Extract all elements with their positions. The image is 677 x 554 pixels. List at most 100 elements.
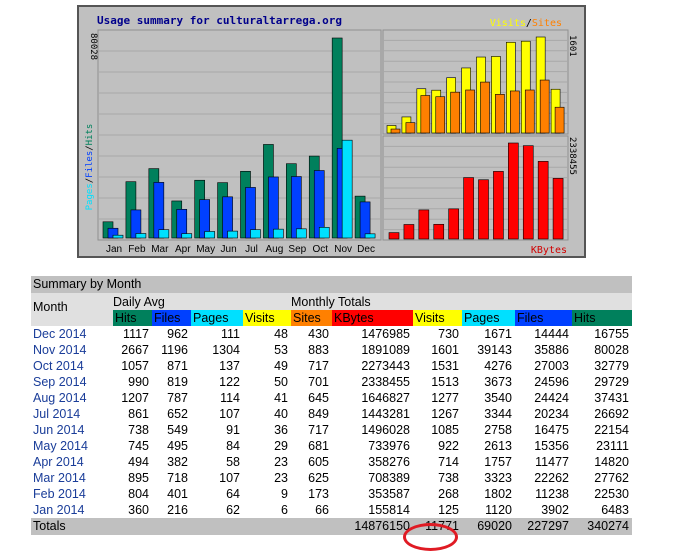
cell-hits: 861 [128, 407, 149, 421]
legend-part-1: / [526, 18, 532, 29]
cell-hits: 6483 [601, 503, 629, 517]
cell-pages: 3673 [484, 375, 512, 389]
cell-visits: 268 [438, 487, 459, 501]
cell-kbytes: 1496028 [361, 423, 410, 437]
bar-pages-oct [318, 227, 330, 239]
month-link[interactable]: Jan 2014 [33, 503, 85, 517]
cell-pages: 3540 [484, 391, 512, 405]
bar-sites-mar [420, 95, 431, 134]
table-row: May 2014 745 495 84 29 681 733976 922 2613 15356 2… [31, 438, 632, 454]
monthly-totals-header: Monthly Totals [291, 295, 371, 309]
month-label-jun: Jun [221, 244, 237, 255]
cell-kbytes: 1443281 [361, 407, 410, 421]
bar-pages-mar [158, 229, 170, 239]
col-header-kbytes-5: KBytes [332, 310, 413, 326]
cell-files: 24424 [534, 391, 569, 405]
month-link[interactable]: Feb 2014 [33, 487, 86, 501]
totals-label: Totals [33, 519, 66, 533]
cell-pages: 114 [220, 391, 240, 405]
cell-sites: 173 [308, 487, 329, 501]
table-row: Aug 2014 1207 787 114 41 645 1646827 1277 3540 24… [31, 390, 632, 406]
legend-kbytes: KBytes [531, 245, 567, 256]
bar-pages-dec [364, 233, 376, 239]
cell-files: 787 [167, 391, 188, 405]
cell-hits: 22154 [594, 423, 629, 437]
cell-files: 16475 [534, 423, 569, 437]
cell-files: 35886 [534, 343, 569, 357]
cell-pages: 137 [219, 359, 240, 373]
month-link[interactable]: Aug 2014 [33, 391, 87, 405]
cell-pages: 4276 [484, 359, 512, 373]
table-row: Dec 2014 1117 962 111 48 430 1476985 730 1671 144… [31, 326, 632, 342]
bar-kbytes-mar [418, 209, 430, 240]
cell-files: 27003 [534, 359, 569, 373]
cell-files: 718 [167, 471, 188, 485]
month-link[interactable]: Oct 2014 [33, 359, 84, 373]
cell-sites: 625 [308, 471, 329, 485]
bar-kbytes-aug [493, 171, 504, 240]
cell-files: 216 [167, 503, 188, 517]
highlight-circle [403, 523, 458, 551]
cell-sites: 645 [308, 391, 329, 405]
axis-label-part-1: / [85, 178, 95, 183]
cell-hits: 990 [128, 375, 149, 389]
cell-kbytes: 733976 [368, 439, 410, 453]
cell-files: 11477 [535, 455, 569, 469]
month-label-mar: Mar [151, 244, 169, 255]
cell-pages: 122 [219, 375, 240, 389]
cell-visits: 49 [274, 359, 288, 373]
bar-pages-apr [181, 233, 193, 239]
col-header-sites-4: Sites [291, 310, 332, 326]
bar-sites-sep [510, 90, 520, 134]
axis-label-part-0: Pages [85, 183, 95, 210]
month-link[interactable]: Apr 2014 [33, 455, 84, 469]
bar-kbytes-apr [433, 223, 445, 240]
cell-pages: 107 [219, 407, 240, 421]
month-link[interactable]: Mar 2014 [33, 471, 86, 485]
cell-visits: 922 [438, 439, 459, 453]
legend-visits-sites: Visits/Sites [490, 18, 562, 29]
month-label-feb: Feb [128, 244, 146, 255]
col-header-visits-3: Visits [243, 310, 291, 326]
cell-kbytes: 2273443 [361, 359, 410, 373]
cell-kbytes: 358276 [368, 455, 410, 469]
bar-pages-may [204, 231, 215, 239]
cell-pages: 3323 [484, 471, 512, 485]
cell-hits: 26692 [594, 407, 629, 421]
cell-files: 20234 [534, 407, 569, 421]
cell-visits: 1531 [431, 359, 459, 373]
cell-hits: 1057 [121, 359, 149, 373]
cell-visits: 29 [274, 439, 288, 453]
month-link[interactable]: Jul 2014 [33, 407, 81, 421]
month-link[interactable]: Sep 2014 [33, 375, 87, 389]
bar-pages-sep [296, 228, 307, 239]
table-row: Mar 2014 895 718 107 23 625 708389 738 3323 22262… [31, 470, 632, 486]
cell-pages: 64 [226, 487, 240, 501]
cell-sites: 681 [308, 439, 329, 453]
bar-sites-nov [539, 79, 550, 134]
axis-label-part-4: Hits [85, 124, 95, 146]
total-hits: 340274 [587, 519, 629, 533]
month-label-oct: Oct [312, 244, 328, 255]
cell-sites: 717 [308, 423, 329, 437]
col-header-pages-2: Pages [191, 310, 243, 326]
month-label-sep: Sep [288, 244, 306, 255]
month-label-aug: Aug [266, 244, 284, 255]
month-link[interactable]: Dec 2014 [33, 327, 87, 341]
table-row: Nov 2014 2667 1196 1304 53 883 1891089 1601 3914… [31, 342, 632, 358]
cell-kbytes: 1646827 [361, 391, 410, 405]
total-files: 227297 [527, 519, 569, 533]
month-link[interactable]: Nov 2014 [33, 343, 87, 357]
cell-visits: 41 [274, 391, 288, 405]
month-link[interactable]: May 2014 [33, 439, 88, 453]
bar-sites-may [450, 91, 460, 134]
cell-hits: 745 [128, 439, 149, 453]
bar-kbytes-sep [508, 142, 519, 240]
month-link[interactable]: Jun 2014 [33, 423, 85, 437]
cell-visits: 738 [438, 471, 459, 485]
cell-visits: 6 [281, 503, 288, 517]
cell-files: 819 [167, 375, 188, 389]
bar-sites-aug [495, 94, 505, 134]
axis-label-part-3: / [85, 145, 95, 150]
total-pages: 69020 [477, 519, 512, 533]
